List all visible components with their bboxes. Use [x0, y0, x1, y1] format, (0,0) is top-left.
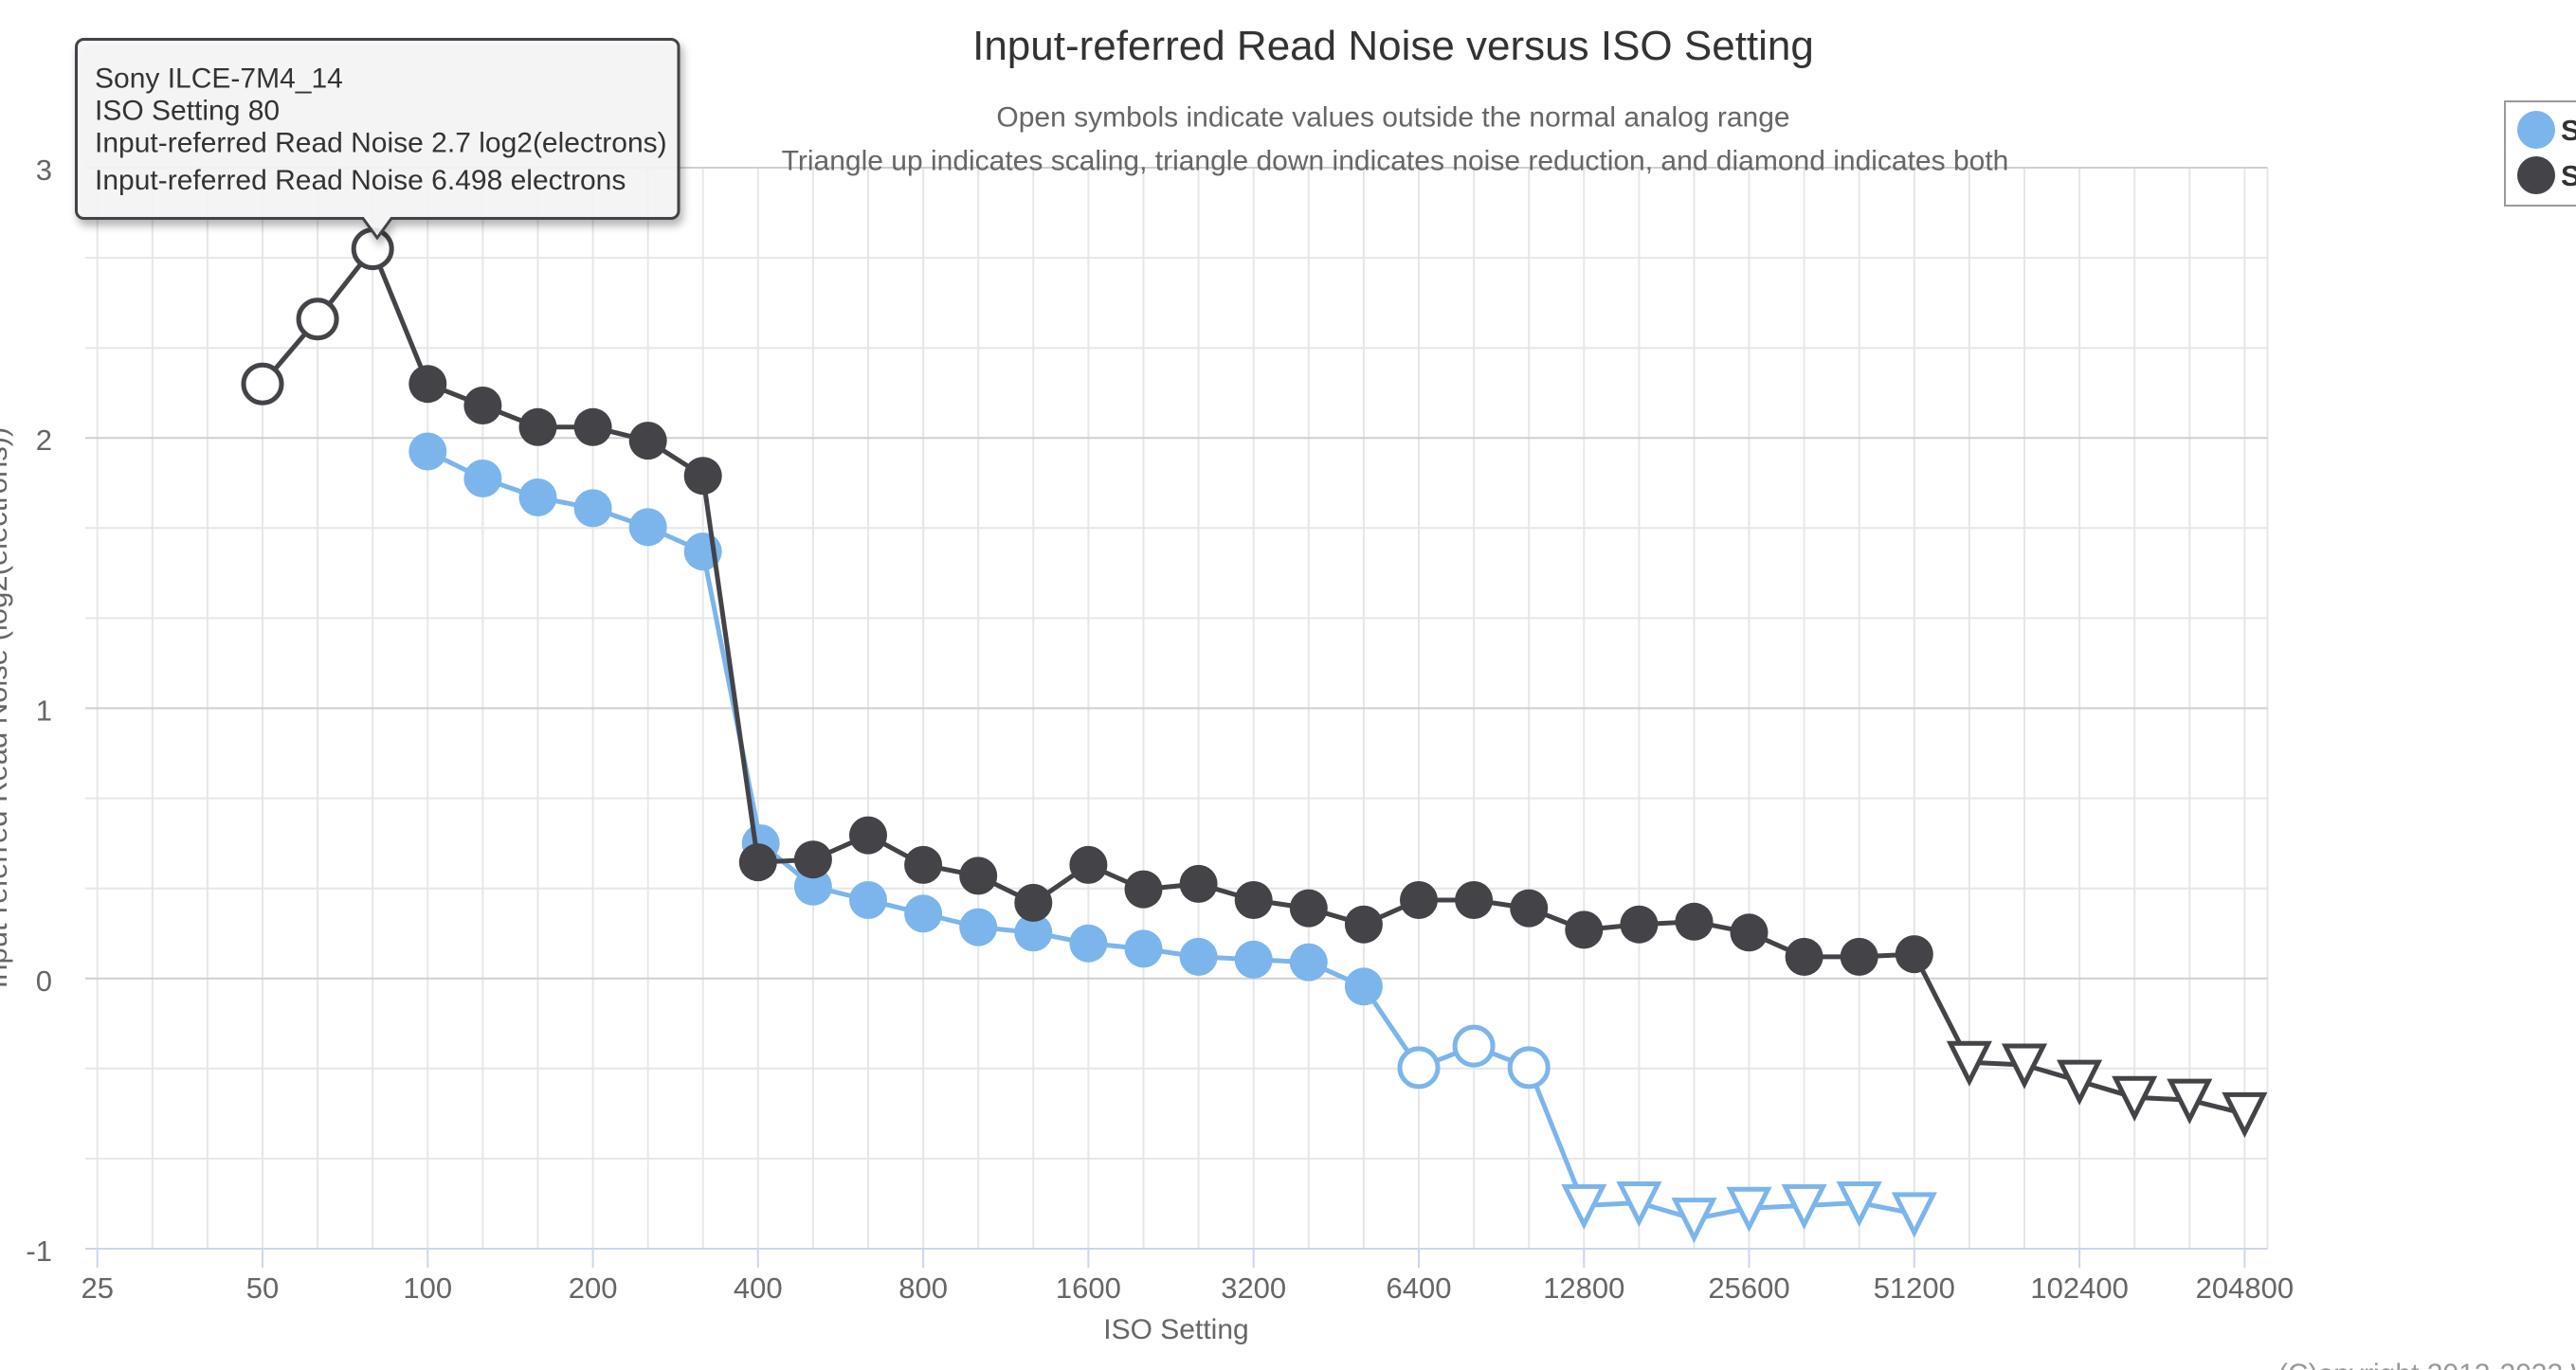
svg-text:1: 1	[36, 694, 52, 728]
svg-text:ISO Setting 80: ISO Setting 80	[95, 96, 280, 127]
svg-text:Sony ILCE-7M4_14: Sony ILCE-7M4_14	[2561, 159, 2576, 192]
svg-text:Input-referred Read Noise 6.49: Input-referred Read Noise 6.498 electron…	[95, 165, 626, 196]
svg-text:2: 2	[36, 424, 52, 457]
svg-text:Input-referred Read Noise vers: Input-referred Read Noise versus ISO Set…	[972, 23, 1814, 69]
svg-text:3: 3	[36, 153, 52, 187]
svg-text:Input-referred Read Noise (log: Input-referred Read Noise (log2(electron…	[0, 427, 13, 989]
svg-text:400: 400	[734, 1271, 783, 1305]
svg-text:204800: 204800	[2196, 1271, 2294, 1305]
svg-text:6400: 6400	[1387, 1271, 1452, 1305]
svg-text:200: 200	[569, 1271, 618, 1305]
svg-text:50: 50	[246, 1271, 279, 1305]
svg-text:100: 100	[403, 1271, 452, 1305]
svg-text:12800: 12800	[1543, 1271, 1624, 1305]
svg-text:3200: 3200	[1221, 1271, 1286, 1305]
svg-text:Open symbols indicate values o: Open symbols indicate values outside the…	[996, 102, 1789, 134]
svg-text:0: 0	[36, 964, 52, 998]
svg-text:Input-referred Read Noise 2.7: Input-referred Read Noise 2.7 log2(elect…	[95, 128, 667, 159]
svg-text:25: 25	[81, 1271, 113, 1305]
svg-text:-1: -1	[26, 1235, 52, 1268]
svg-text:1600: 1600	[1056, 1271, 1121, 1305]
svg-text:Sony ILCE-7M4_14: Sony ILCE-7M4_14	[95, 63, 343, 95]
svg-text:Sony ILCE-7M4: Sony ILCE-7M4	[2561, 114, 2576, 147]
svg-text:ISO Setting: ISO Setting	[1103, 1314, 1248, 1345]
svg-text:800: 800	[898, 1271, 948, 1305]
svg-text:Triangle up indicates scaling,: Triangle up indicates scaling, triangle …	[782, 146, 2009, 177]
svg-text:51200: 51200	[1874, 1271, 1955, 1305]
svg-text:(C)opyright 2012-2022 William: (C)opyright 2012-2022 William J. Claff	[2278, 1359, 2576, 1370]
svg-text:25600: 25600	[1708, 1271, 1789, 1305]
svg-text:102400: 102400	[2030, 1271, 2128, 1305]
